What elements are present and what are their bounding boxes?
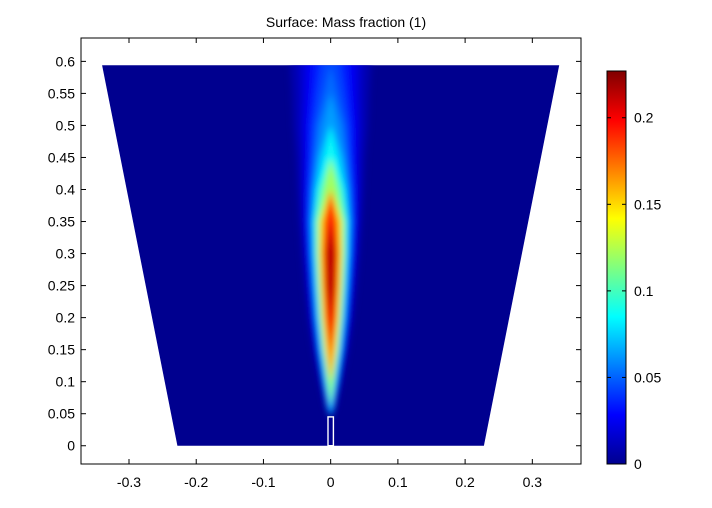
y-tick-label: 0.2 (56, 310, 76, 326)
x-tick-label: 0 (327, 474, 335, 490)
inlet-slot (327, 416, 335, 447)
x-tick-label: 0.3 (523, 474, 543, 490)
colorbar-ticks: 0 0.05 0.1 0.15 0.2 (607, 110, 661, 472)
x-axis-ticks: -0.3 -0.2 -0.1 0 0.1 0.2 0.3 (117, 38, 542, 490)
inlet-slot-walls (327, 416, 335, 447)
y-tick-label: 0.3 (56, 246, 76, 262)
y-axis-ticks: 0 0.05 0.1 0.15 0.2 0.25 0.3 0.35 0.4 0.45 0.5 0.55… (48, 53, 581, 454)
chart-title: Surface: Mass fraction (1) (266, 14, 426, 30)
y-tick-label: 0.25 (48, 278, 75, 294)
x-tick-label: -0.1 (251, 474, 275, 490)
x-tick-label: -0.2 (184, 474, 208, 490)
colorbar-tick-label: 0.1 (634, 283, 654, 299)
plume-contours (290, 65, 372, 417)
y-tick-label: 0.6 (56, 53, 76, 69)
colorbar-tick-label: 0.15 (634, 196, 661, 212)
y-tick-label: 0.55 (48, 85, 75, 101)
plume-contour (327, 65, 334, 417)
x-tick-label: 0.1 (388, 474, 408, 490)
y-tick-label: 0.45 (48, 149, 75, 165)
x-tick-label: -0.3 (117, 474, 141, 490)
y-tick-label: 0.4 (56, 182, 76, 198)
mass-fraction-plume (290, 65, 372, 417)
y-tick-label: 0.1 (56, 374, 76, 390)
y-tick-label: 0 (67, 438, 75, 454)
colorbar-tick-label: 0.2 (634, 110, 654, 126)
colorbar (606, 70, 627, 465)
colorbar-tick-label: 0 (634, 456, 642, 472)
x-tick-label: 0.2 (455, 474, 475, 490)
y-tick-label: 0.35 (48, 214, 75, 230)
y-tick-label: 0.05 (48, 406, 75, 422)
y-tick-label: 0.5 (56, 117, 76, 133)
colorbar-tick-label: 0.05 (634, 369, 661, 385)
y-tick-label: 0.15 (48, 342, 75, 358)
